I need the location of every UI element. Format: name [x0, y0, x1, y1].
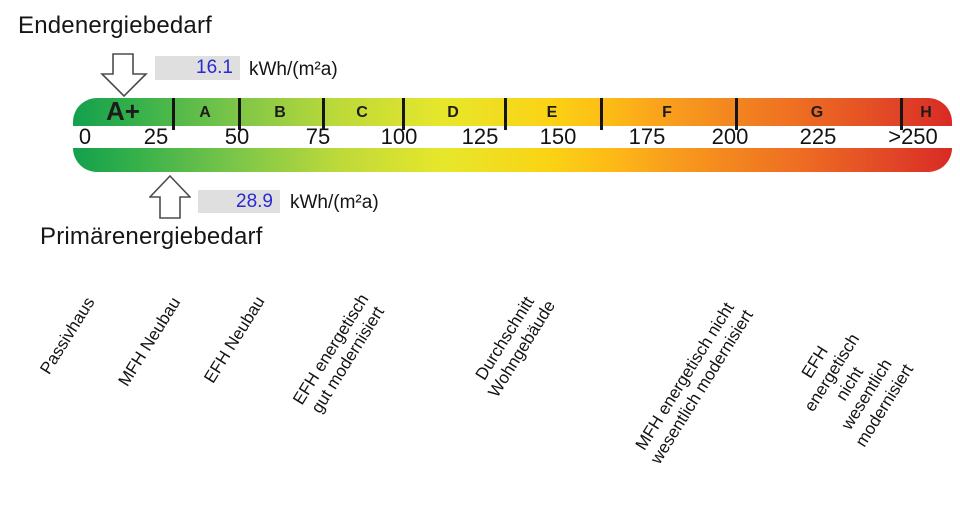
primary-energy-unit: kWh/(m²a) — [290, 192, 379, 213]
class-boundary-tick — [504, 98, 507, 130]
axis-tick-175: 175 — [628, 124, 666, 149]
class-label-g: G — [810, 104, 824, 121]
class-boundary-tick — [402, 98, 405, 130]
building-label-passivhaus: Passivhaus — [36, 293, 99, 378]
axis-tick-250plus: >250 — [888, 124, 938, 149]
scale-number-band — [73, 126, 952, 148]
primary-energy-arrow-up-icon — [149, 175, 191, 219]
primary-energy-title: Primärenergiebedarf — [40, 223, 263, 250]
building-label-efh-nicht-modernisiert: EFH energetisch nicht wesentlich moderni… — [797, 330, 917, 450]
building-label-efh-neubau: EFH Neubau — [200, 292, 269, 387]
class-boundary-tick — [172, 98, 175, 130]
class-label-f: F — [662, 104, 672, 121]
end-energy-arrow-down-icon — [100, 53, 148, 98]
class-label-e: E — [546, 104, 558, 121]
class-label-a: A — [199, 104, 211, 121]
end-energy-title: Endenergiebedarf — [18, 12, 213, 39]
class-boundary-tick — [238, 98, 241, 130]
class-label-b: B — [274, 104, 286, 121]
end-energy-value: 16.1 — [196, 57, 233, 78]
axis-tick-100: 100 — [380, 124, 418, 149]
end-energy-value-box: 16.1 — [155, 56, 240, 80]
axis-tick-25: 25 — [143, 124, 169, 149]
axis-tick-0: 0 — [78, 124, 92, 149]
axis-tick-50: 50 — [224, 124, 250, 149]
building-label-mfh-nicht-modernisiert: MFH energetisch nicht wesentlich moderni… — [631, 299, 758, 468]
class-label-d: D — [447, 104, 459, 121]
axis-tick-150: 150 — [539, 124, 577, 149]
axis-tick-75: 75 — [305, 124, 331, 149]
primary-energy-value-box: 28.9 — [198, 190, 280, 213]
axis-tick-200: 200 — [711, 124, 749, 149]
building-label-efh-gut-modernisiert: EFH energetisch gut modernisiert — [289, 290, 389, 417]
class-label-h: H — [920, 104, 932, 121]
building-label-durchschnitt-wohngebaeude: Durchschnitt Wohngebäude — [471, 293, 560, 401]
class-boundary-tick — [900, 98, 903, 130]
primary-energy-value: 28.9 — [236, 190, 273, 212]
axis-tick-125: 125 — [461, 124, 499, 149]
class-boundary-tick — [322, 98, 325, 130]
end-energy-unit: kWh/(m²a) — [249, 59, 338, 80]
class-boundary-tick — [735, 98, 738, 130]
building-label-mfh-neubau: MFH Neubau — [114, 293, 185, 390]
class-label-a-plus: A+ — [106, 98, 140, 126]
class-boundary-tick — [600, 98, 603, 130]
efficiency-scale-bar: A+ A B C D E F G H 0 25 50 75 100 125 15… — [73, 98, 952, 172]
class-label-c: C — [356, 104, 368, 121]
axis-tick-225: 225 — [799, 124, 837, 149]
